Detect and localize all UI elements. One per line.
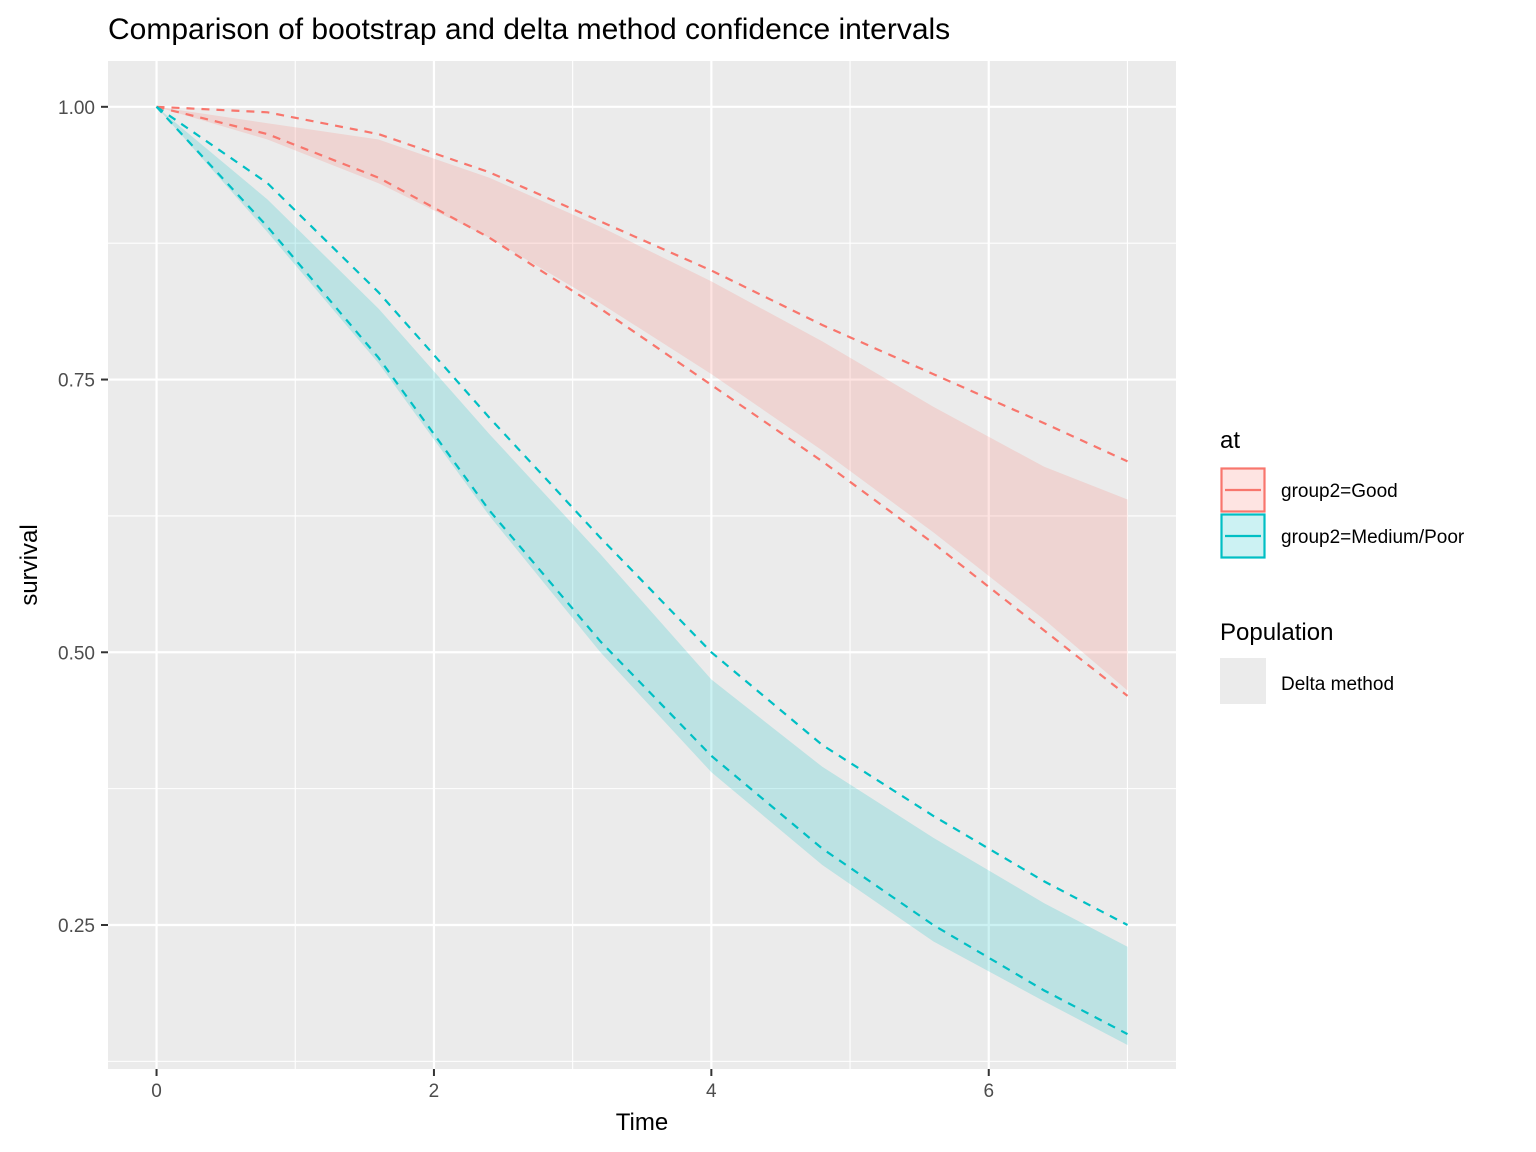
ribbon-2: [156, 106, 1128, 1046]
x-tick-label: 4: [706, 1081, 717, 1102]
bootstrap-lines: [155, 105, 1129, 1036]
legend-label: group2=Good: [1281, 481, 1398, 502]
series-1-bootstrap-upper-line: [156, 105, 1128, 463]
y-tick-label: 0.50: [58, 643, 95, 664]
y-tick-label: 0.25: [58, 916, 95, 937]
y-axis-title: survival: [16, 524, 43, 605]
plot-panel: [108, 61, 1176, 1069]
y-axis: 0.25 0.50 0.75 1.00: [58, 98, 108, 937]
x-tick-label: 0: [151, 1081, 162, 1102]
legend: at group2=Good group2=Medium/Poor Populatio…: [1220, 427, 1465, 704]
y-tick-label: 1.00: [58, 98, 95, 119]
x-tick-label: 6: [983, 1081, 994, 1102]
major-grid: [108, 61, 1176, 1069]
chart-title: Comparison of bootstrap and delta method…: [108, 13, 950, 46]
y-tick-label: 0.75: [58, 371, 95, 392]
legend-label: group2=Medium/Poor: [1281, 527, 1465, 548]
ribbons: [156, 106, 1128, 1046]
x-axis: 0 2 4 6: [151, 1069, 994, 1102]
series-1-bootstrap-lower-line: [156, 105, 1129, 697]
x-tick-label: 2: [429, 1081, 440, 1102]
legend-label: Delta method: [1281, 674, 1394, 695]
legend-title-at: at: [1220, 427, 1240, 454]
series-2-bootstrap-upper-line: [155, 105, 1129, 926]
legend-key-population: [1220, 658, 1266, 704]
x-axis-title: Time: [616, 1109, 668, 1136]
legend-title-population: Population: [1220, 619, 1333, 646]
minor-grid: [108, 61, 1176, 1069]
